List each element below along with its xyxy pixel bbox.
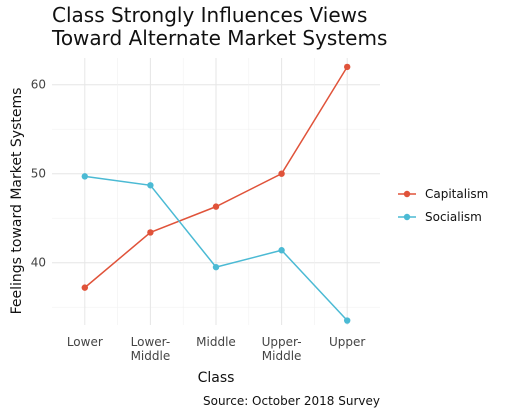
- legend: Capitalism Socialism: [398, 187, 488, 224]
- x-tick-label: Middle: [196, 335, 236, 349]
- y-axis-tick-labels: 40 50 60: [31, 78, 46, 270]
- data-point-socialism: [278, 247, 285, 254]
- x-tick-label: Lower-Middle: [131, 335, 171, 363]
- y-axis-title: Feelings toward Market Systems: [9, 88, 25, 315]
- y-tick-label: 40: [31, 256, 46, 270]
- legend-key-point: [403, 190, 411, 198]
- legend-key-point: [403, 213, 411, 221]
- x-tick-label: Upper: [329, 335, 365, 349]
- y-tick-label: 50: [31, 167, 46, 181]
- data-point-capitalism: [147, 229, 154, 236]
- caption-source: Source: October 2018 Survey: [203, 394, 380, 408]
- data-point-socialism: [212, 263, 220, 271]
- chart-title: Class Strongly Influences Views Toward A…: [52, 3, 388, 50]
- x-tick-label: Upper-Middle: [262, 335, 302, 363]
- legend-label-capitalism: Capitalism: [425, 187, 488, 201]
- y-tick-label: 60: [31, 78, 46, 92]
- data-point-socialism: [147, 182, 154, 189]
- series-points: [81, 63, 351, 324]
- x-axis-tick-labels: Lower Lower-Middle Middle Upper-Middle Upper: [67, 335, 366, 363]
- data-point-capitalism: [344, 63, 351, 71]
- grid-lines: [52, 58, 380, 325]
- x-axis-title: Class: [198, 370, 235, 386]
- legend-label-socialism: Socialism: [425, 210, 482, 224]
- data-point-capitalism: [81, 284, 89, 291]
- data-point-socialism: [344, 317, 351, 324]
- data-point-capitalism: [278, 170, 285, 177]
- data-point-socialism: [81, 173, 89, 180]
- x-tick-label: Lower: [67, 335, 103, 349]
- data-point-capitalism: [212, 203, 220, 210]
